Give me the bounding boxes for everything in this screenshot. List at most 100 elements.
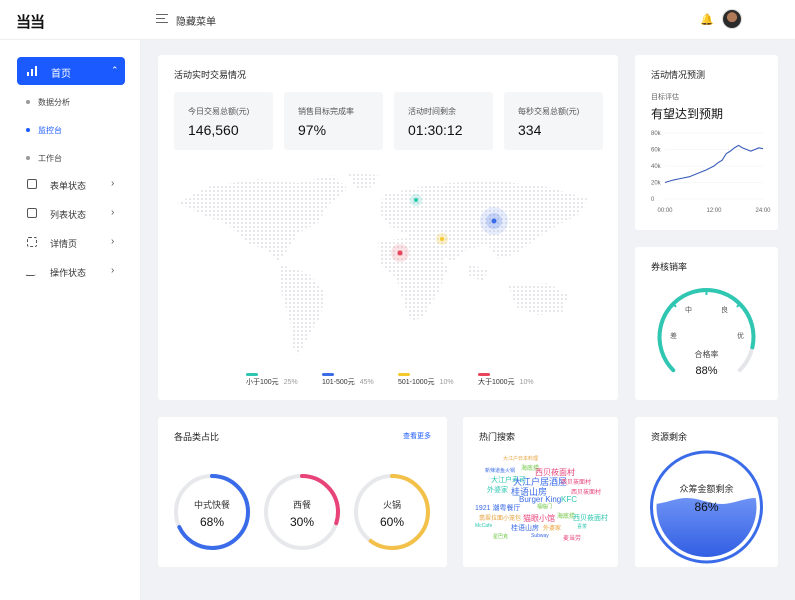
word-cloud-item[interactable]: 新辣道鱼火锅	[485, 468, 516, 474]
ring-name: 火锅	[383, 500, 401, 510]
y-tick-label: 80k	[651, 131, 662, 137]
word-cloud-item[interactable]: 西贝莜面村	[571, 490, 602, 496]
word-cloud-item[interactable]: 麦当劳	[563, 536, 582, 542]
sidebar-subitem-monitor[interactable]: 监控台	[26, 125, 62, 136]
gauge-rate-label: 合格率	[695, 349, 719, 359]
resource-water-ball: 众筹金额剩余 86%	[650, 450, 763, 564]
word-cloud-item[interactable]: 外婆家	[487, 487, 508, 494]
category-card: 各品类占比 查看更多 中式快餐 68% 西餐 30% 火锅 60%	[158, 417, 447, 567]
ring-progress	[174, 474, 250, 550]
sidebar-subitem-analysis[interactable]: 数据分析	[26, 97, 70, 108]
coupon-card: 券核销率 差 中 良 优 合格率 88%	[635, 247, 778, 400]
x-tick-label: 24:00	[755, 208, 771, 214]
word-cloud-item[interactable]: 西贝莜面村	[561, 480, 592, 486]
category-rings: 中式快餐 68% 西餐 30% 火锅 60%	[174, 474, 430, 550]
word-cloud-item[interactable]: 大江户居酒屋	[513, 477, 568, 487]
world-dot-map	[178, 173, 588, 355]
word-cloud-item[interactable]: Subway	[531, 533, 549, 539]
map-hotspots	[391, 194, 508, 262]
bell-icon[interactable]: 🔔	[700, 14, 714, 26]
word-cloud-item[interactable]: 猫眼小馆	[523, 514, 555, 523]
word-cloud: 大江户日本料理 海底捞 新辣道鱼火锅 西贝莜面村 大江户寿司 大江户居酒屋 西贝莜面村 外婆家…	[473, 453, 608, 563]
word-cloud-item[interactable]: 福临门	[537, 504, 553, 510]
legend-item: 大于1000元 10%	[478, 373, 534, 387]
detail-icon	[27, 237, 37, 247]
word-cloud-item[interactable]: KFC	[561, 495, 577, 504]
gauge-label-mid: 中	[685, 305, 692, 314]
resource-value: 86%	[694, 500, 718, 514]
word-cloud-item[interactable]: 星巴克	[493, 534, 509, 540]
legend-item: 小于100元 25%	[246, 373, 298, 387]
form-icon	[27, 179, 37, 189]
ring-progress	[354, 474, 430, 550]
water-ball-outline	[650, 450, 763, 564]
legend-item: 501-1000元 10%	[398, 373, 454, 387]
card-title: 资源剩余	[651, 432, 688, 442]
forecast-series-line	[664, 144, 764, 184]
ring-progress	[264, 474, 340, 550]
word-cloud-item[interactable]: 西贝莜面村	[573, 515, 608, 522]
hot-search-card: 热门搜索 大江户日本料理 海底捞 新辣道鱼火锅 西贝莜面村 大江户寿司 大江户居酒屋 西贝莜…	[463, 417, 618, 567]
word-cloud-item[interactable]: 翡翠拉面小笼包	[479, 516, 522, 522]
gauge-label-poor: 差	[670, 331, 677, 340]
stat-box: 每秒交易总额(元) 334	[504, 92, 603, 150]
sidebar: 首页 ⌃ 数据分析 监控台 工作台 表单状态 › 列表状态 › 详情页 › 操作…	[0, 40, 141, 600]
stat-box: 今日交易总额(元) 146,560	[174, 92, 273, 150]
word-cloud-item[interactable]: Burger King	[519, 495, 562, 504]
realtime-card: 活动实时交易情况 今日交易总额(元) 146,560 销售目标完成率 97% 活…	[158, 55, 618, 400]
clipboard-icon	[27, 208, 37, 218]
ring-name: 中式快餐	[194, 499, 230, 510]
gauge-tick	[736, 302, 741, 308]
word-cloud-item[interactable]: 喜茶	[577, 524, 588, 530]
forecast-headline: 有望达到预期	[651, 107, 724, 121]
pen-icon	[25, 266, 39, 276]
view-more-link[interactable]: 查看更多	[403, 433, 431, 440]
resource-label: 众筹金额剩余	[679, 483, 733, 494]
word-cloud-item[interactable]: 西贝莜面村	[535, 468, 575, 477]
ring-name: 西餐	[293, 499, 311, 510]
word-cloud-item[interactable]: 大江户日本料理	[503, 456, 539, 462]
forecast-card: 活动情况预测 目标评估 有望达到预期 80k 60k 40k 20k 0 00:00 12:…	[635, 55, 778, 230]
chevron-right-icon: ›	[111, 265, 115, 276]
word-cloud-item[interactable]: 海底捞	[521, 466, 540, 472]
word-cloud-item[interactable]: 大江户寿司	[491, 477, 526, 484]
logo[interactable]: 当当	[16, 14, 45, 31]
gauge-label-excellent: 优	[737, 331, 744, 340]
word-cloud-item[interactable]: 桂语山房	[511, 525, 539, 532]
x-tick-label: 12:00	[706, 208, 722, 214]
x-tick-label: 00:00	[657, 208, 673, 214]
word-cloud-item[interactable]: McCafe	[475, 523, 493, 529]
word-cloud-item[interactable]: 桂语山房	[511, 487, 548, 497]
gauge-progress	[657, 288, 756, 373]
stat-box: 销售目标完成率 97%	[284, 92, 383, 150]
avatar[interactable]	[722, 9, 742, 29]
card-title: 热门搜索	[479, 432, 516, 442]
sidebar-subitem-workbench[interactable]: 工作台	[26, 153, 62, 164]
card-title: 券核销率	[651, 262, 688, 272]
sidebar-item-label: 首页	[51, 69, 71, 80]
y-tick-label: 40k	[651, 164, 662, 170]
card-title: 活动情况预测	[651, 70, 706, 80]
resource-card: 资源剩余 众筹金额剩余 86%	[635, 417, 778, 567]
y-tick-label: 60k	[651, 148, 662, 154]
chevron-right-icon: ›	[111, 236, 115, 247]
word-cloud-item[interactable]: 海底捞	[557, 514, 576, 520]
card-title: 活动实时交易情况	[174, 70, 247, 80]
stat-box: 活动时间剩余 01:30:12	[394, 92, 493, 150]
word-cloud-item[interactable]: 1921 潮粤餐厅	[475, 505, 521, 512]
gauge-rate-value: 88%	[695, 365, 717, 377]
top-header: 当当 隐藏菜单 🔔	[0, 0, 795, 40]
legend-item: 101-500元 45%	[322, 373, 374, 387]
forecast-line-chart: 80k 60k 40k 20k 000:00 12:00 24:00	[651, 131, 771, 214]
hidden-menu-link[interactable]: 隐藏菜单	[176, 17, 216, 28]
coupon-gauge: 差 中 良 优 合格率 88%	[657, 288, 756, 377]
word-cloud-item[interactable]: 外婆家	[543, 526, 562, 532]
gauge-label-good: 良	[721, 305, 728, 314]
menu-toggle-icon[interactable]	[156, 14, 168, 24]
y-tick-label: 0	[651, 197, 655, 203]
chevron-right-icon: ›	[111, 207, 115, 218]
forecast-subtitle: 目标评估	[651, 94, 679, 101]
gauge-tick	[672, 302, 677, 308]
sidebar-item-home[interactable]: 首页 ⌃	[17, 57, 125, 85]
bar-chart-icon	[27, 66, 38, 76]
